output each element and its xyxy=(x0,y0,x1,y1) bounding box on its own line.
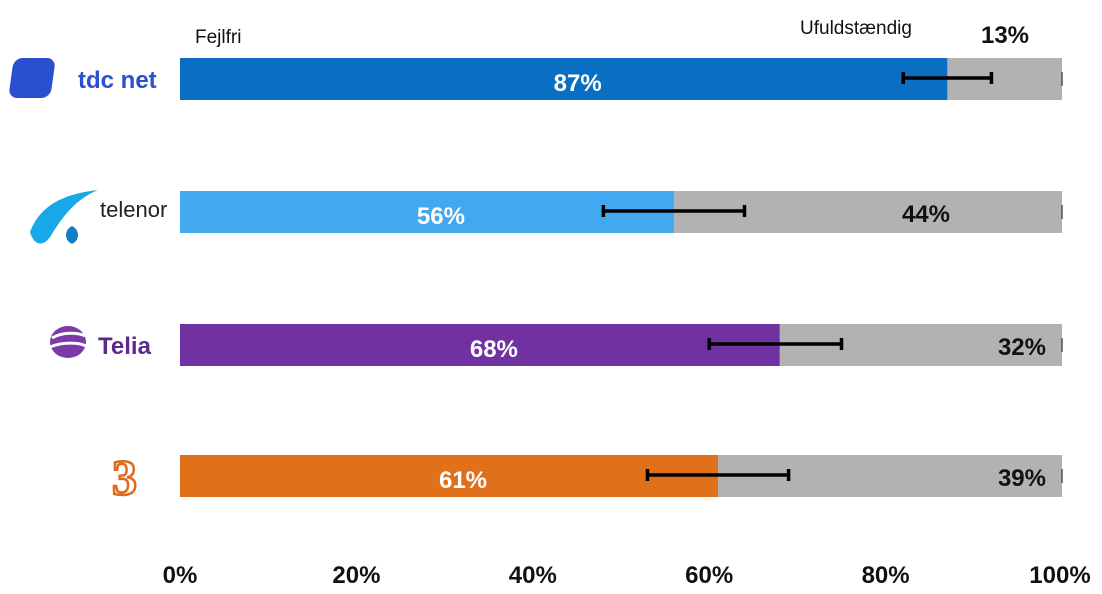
data-label-ufuldstaendig-telia: 32% xyxy=(998,334,1046,361)
telia-logo-icon-swirl-1 xyxy=(51,331,87,340)
legend-ufuldstaendig: Ufuldstændig xyxy=(800,18,912,39)
telenor-logo-text: telenor xyxy=(100,197,167,222)
x-tick-label: 80% xyxy=(862,562,910,589)
bar-fejlfri-telenor xyxy=(180,191,674,233)
x-tick-label: 100% xyxy=(1029,562,1090,589)
data-label-fejlfri-telenor: 56% xyxy=(417,203,465,230)
telia-logo-text: Telia xyxy=(98,333,152,360)
x-tick-label: 40% xyxy=(509,562,557,589)
three-logo-text: 3 xyxy=(112,449,137,505)
data-label-fejlfri-3: 61% xyxy=(439,467,487,494)
data-label-ufuldstaendig-3: 39% xyxy=(998,465,1046,492)
telia-logo-icon-swirl-2 xyxy=(49,341,87,349)
telenor-logo-icon-drop xyxy=(66,226,78,244)
telenor-logo-icon xyxy=(30,190,98,244)
tdc-net-logo-text: tdc net xyxy=(78,67,157,94)
bar-fejlfri-tdc-net xyxy=(180,58,948,100)
data-label-fejlfri-telia: 68% xyxy=(470,336,518,363)
x-tick-label: 60% xyxy=(685,562,733,589)
data-label-fejlfri-tdc-net: 87% xyxy=(554,70,602,97)
tdc-net-logo-icon xyxy=(9,58,55,98)
legend-fejlfri: Fejlfri xyxy=(195,27,242,48)
data-label-ufuldstaendig-telenor: 44% xyxy=(902,201,950,228)
data-label-ufuldstaendig-tdc-net: 13% xyxy=(981,22,1029,49)
bar-fejlfri-3 xyxy=(180,455,719,497)
x-tick-label: 20% xyxy=(332,562,380,589)
bar-fejlfri-telia xyxy=(180,324,780,366)
x-tick-label: 0% xyxy=(163,562,198,589)
